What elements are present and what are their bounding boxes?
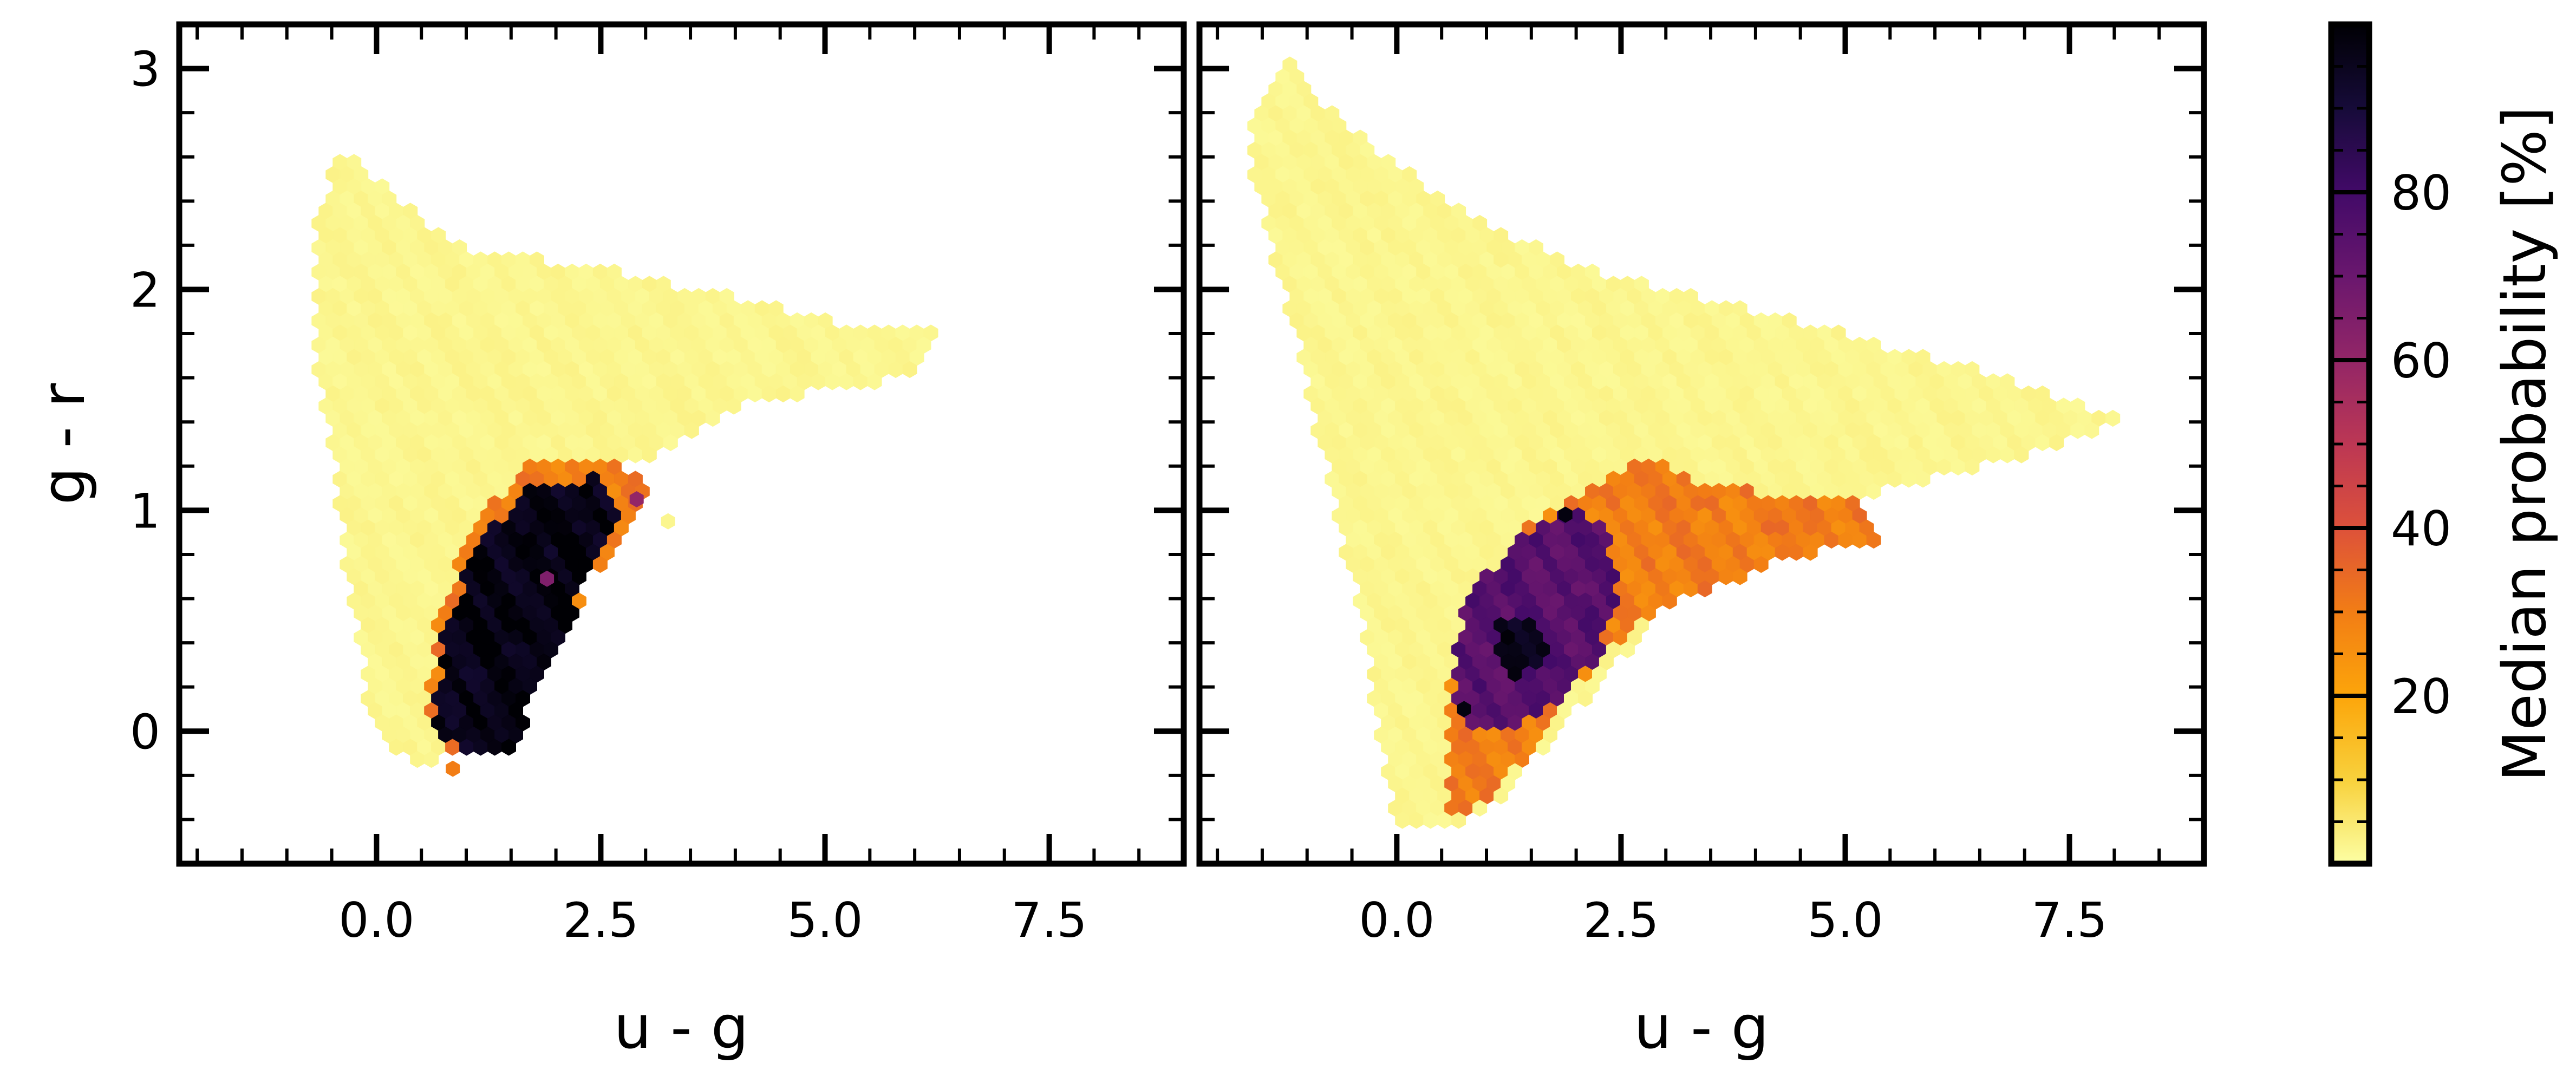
right-ticks: 0.0 2.5 5.0 7.5	[1199, 23, 2206, 948]
hexbin-cell	[790, 385, 805, 403]
left-plot-area	[311, 154, 938, 777]
hexbin-cell	[1732, 568, 1747, 585]
hexbin-cell	[2049, 434, 2064, 452]
hexbin-cell	[705, 409, 720, 427]
colorbar-tick-label: 40	[2391, 501, 2451, 557]
hexbin-cell	[2105, 409, 2121, 427]
hexbin-outlier-cell	[661, 513, 675, 530]
hexbin-outlier-cell	[540, 570, 555, 587]
hexbin-cell	[1536, 739, 1550, 756]
hexbin-cell	[1915, 471, 1931, 488]
colorbar-ticks: 20 40 60 80	[2331, 65, 2451, 823]
y-tick-label: 2	[130, 262, 160, 318]
hexbin-cell	[1662, 592, 1677, 610]
colorbar-tick-label: 80	[2391, 165, 2451, 221]
colorbar: 20 40 60 80 Median probability [%]	[2328, 21, 2559, 867]
x-tick-label: 5.0	[1808, 892, 1883, 948]
x-tick-label: 2.5	[563, 892, 638, 948]
right-x-axis-label: u - g	[1634, 993, 1769, 1062]
colorbar-tick-label: 20	[2391, 669, 2451, 725]
colorbar-frame	[2328, 21, 2372, 867]
hexbin-cell	[501, 739, 516, 756]
x-tick-label: 5.0	[787, 892, 863, 948]
hexbin-cell	[2014, 446, 2029, 464]
left-y-axis-label: g - r	[29, 383, 98, 505]
y-tick-label: 0	[130, 704, 160, 760]
hexbin-cell	[2084, 422, 2099, 439]
hexbin-cell	[1866, 531, 1881, 549]
hexbin-cell	[1753, 556, 1769, 573]
right-plot-area	[1247, 56, 2121, 829]
hexbin-cell	[592, 556, 608, 573]
hexbin-cell	[1803, 544, 1818, 561]
hexbin-cell	[1697, 580, 1712, 598]
hexbin-cell	[726, 397, 741, 415]
colorbar-tick-label: 60	[2391, 333, 2451, 389]
hexbin-cell	[902, 361, 917, 379]
right-axes-frame	[1196, 21, 2207, 867]
hexbin-cell	[642, 446, 657, 464]
left-hexbin-panel: 0.0 2.5 5.0 7.5 0 1 2 3 u - g g - r	[29, 21, 1187, 1062]
hexbin-cell	[663, 434, 678, 452]
x-tick-label: 0.0	[1359, 892, 1434, 948]
x-tick-label: 7.5	[1012, 892, 1087, 948]
hexbin-cell	[1866, 482, 1881, 500]
hexbin-cell	[1451, 812, 1466, 829]
left-axes-frame	[176, 21, 1187, 867]
hexbin-outlier-cell	[446, 760, 460, 777]
hexbin-cell	[1494, 787, 1509, 805]
hexbin-cell	[1472, 799, 1488, 817]
x-tick-label: 0.0	[338, 892, 414, 948]
hexbin-cell	[1965, 458, 1980, 476]
y-tick-label: 1	[130, 483, 160, 539]
hexbin-cell	[1578, 690, 1593, 707]
hexbin-outlier-cell	[1457, 701, 1471, 717]
hexbin-cell	[424, 751, 439, 768]
colorbar-label: Median probability [%]	[2490, 106, 2559, 781]
hexbin-cell	[1620, 641, 1635, 658]
hexbin-cell	[684, 422, 699, 439]
y-tick-label: 3	[130, 42, 160, 97]
hexbin-outlier-cell	[629, 491, 644, 507]
left-x-axis-label: u - g	[614, 993, 748, 1062]
hexbin-outlier-cell	[1558, 506, 1573, 523]
left-ticks: 0.0 2.5 5.0 7.5 0 1 2 3	[130, 23, 1185, 948]
right-hexbin-panel: 0.0 2.5 5.0 7.5 u - g	[1196, 21, 2207, 1062]
x-tick-label: 7.5	[2032, 892, 2108, 948]
x-tick-label: 2.5	[1583, 892, 1659, 948]
hexbin-cell	[867, 373, 882, 390]
